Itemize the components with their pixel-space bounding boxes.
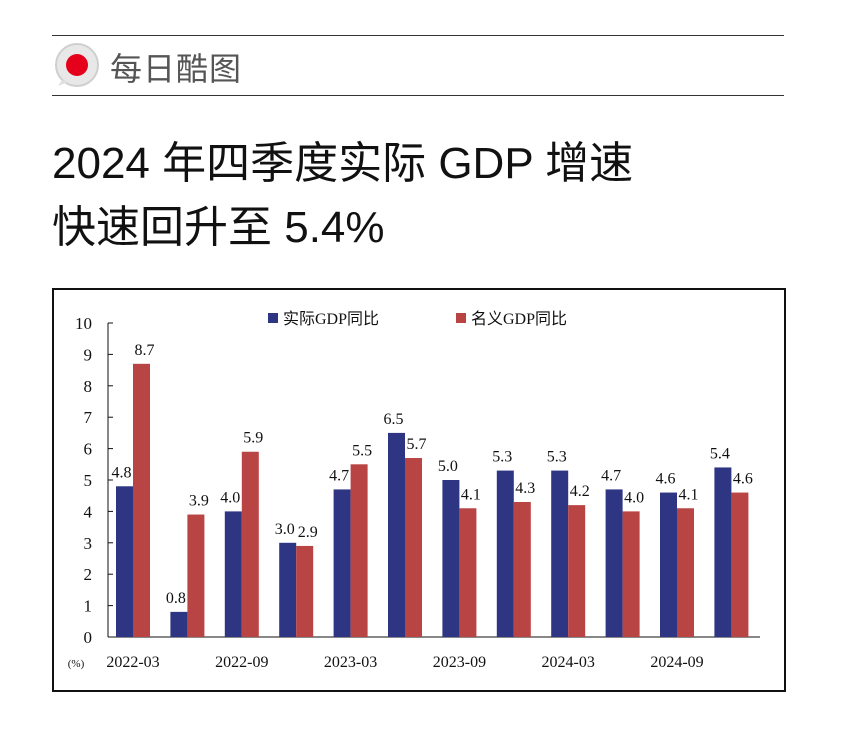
data-label: 5.0 <box>438 458 458 475</box>
bar-nominal <box>622 511 640 637</box>
data-label: 5.3 <box>492 449 512 466</box>
bar-real <box>660 492 677 637</box>
data-label: 4.1 <box>461 486 481 503</box>
bar-nominal <box>513 501 531 637</box>
x-tick-label: 2023-09 <box>433 654 486 671</box>
y-tick-label: 9 <box>84 345 93 364</box>
y-tick-label: 5 <box>84 471 93 490</box>
data-label: 4.7 <box>601 467 621 484</box>
bar-real <box>714 467 732 637</box>
bar-real <box>551 470 569 637</box>
x-tick-label: 2024-03 <box>542 654 595 671</box>
data-label: 4.2 <box>570 483 590 500</box>
x-tick-label: 2024-09 <box>650 654 703 671</box>
y-tick-label: 1 <box>84 597 93 616</box>
bar-nominal <box>731 492 749 637</box>
x-tick-label: 2022-09 <box>215 654 268 671</box>
bar-real <box>496 470 514 637</box>
data-label: 5.3 <box>547 449 567 466</box>
data-label: 4.8 <box>112 464 132 481</box>
bar-nominal <box>350 464 368 637</box>
data-label: 4.6 <box>656 471 676 488</box>
data-label: 4.0 <box>624 489 644 506</box>
data-label: 4.3 <box>515 480 535 497</box>
data-label: 4.6 <box>733 471 753 488</box>
title-line-1: 2024 年四季度实际 GDP 增速 <box>52 139 634 188</box>
bar-nominal <box>459 508 477 637</box>
top-rule <box>52 35 784 36</box>
title-line-2: 快速回升至 5.4% <box>52 203 385 252</box>
x-tick-label: 2023-03 <box>324 654 377 671</box>
data-label: 5.5 <box>352 442 372 459</box>
y-tick-label: 8 <box>84 377 93 396</box>
bar-real <box>224 511 242 637</box>
data-label: 4.0 <box>220 489 240 506</box>
header-rule <box>52 95 784 96</box>
bar-real <box>116 486 133 637</box>
x-tick-label: 2022-03 <box>106 654 159 671</box>
bar-nominal <box>296 545 314 637</box>
y-axis-unit: (%) <box>68 658 85 670</box>
bar-real <box>442 480 460 637</box>
y-tick-label: 3 <box>84 534 93 553</box>
bar-nominal <box>187 514 205 637</box>
bar-nominal <box>568 505 586 637</box>
data-label: 2.9 <box>298 524 318 541</box>
legend-label: 名义GDP同比 <box>471 310 567 328</box>
bar-nominal <box>405 458 422 637</box>
brand-name: 每日酷图 <box>110 50 243 88</box>
data-label: 3.0 <box>275 521 295 538</box>
y-tick-label: 4 <box>84 502 93 521</box>
y-tick-label: 10 <box>75 314 92 333</box>
legend-label: 实际GDP同比 <box>283 310 379 328</box>
data-label: 4.7 <box>329 467 349 484</box>
legend-swatch <box>268 313 278 323</box>
data-label: 6.5 <box>384 411 404 428</box>
brand-logo <box>55 43 99 87</box>
data-label: 8.7 <box>135 342 155 359</box>
bar-real <box>333 489 351 637</box>
data-label: 3.9 <box>189 493 209 510</box>
page-title: 2024 年四季度实际 GDP 增速 快速回升至 5.4% <box>52 132 633 260</box>
bar-real <box>388 432 405 637</box>
y-tick-label: 0 <box>84 628 93 647</box>
chart-frame <box>52 288 786 692</box>
data-label: 0.8 <box>166 590 186 607</box>
bar-nominal <box>133 363 150 637</box>
bar-nominal <box>241 451 259 637</box>
data-label: 4.1 <box>679 486 699 503</box>
data-label: 5.9 <box>243 430 263 447</box>
bar-nominal <box>677 508 694 637</box>
bar-real <box>170 611 188 637</box>
legend-swatch <box>456 313 466 323</box>
y-tick-label: 7 <box>84 408 93 427</box>
data-label: 5.4 <box>710 445 730 462</box>
bar-real <box>279 542 297 637</box>
data-label: 5.7 <box>407 436 427 453</box>
bar-real <box>605 489 623 637</box>
y-tick-label: 6 <box>84 440 93 459</box>
y-tick-label: 2 <box>84 565 93 584</box>
